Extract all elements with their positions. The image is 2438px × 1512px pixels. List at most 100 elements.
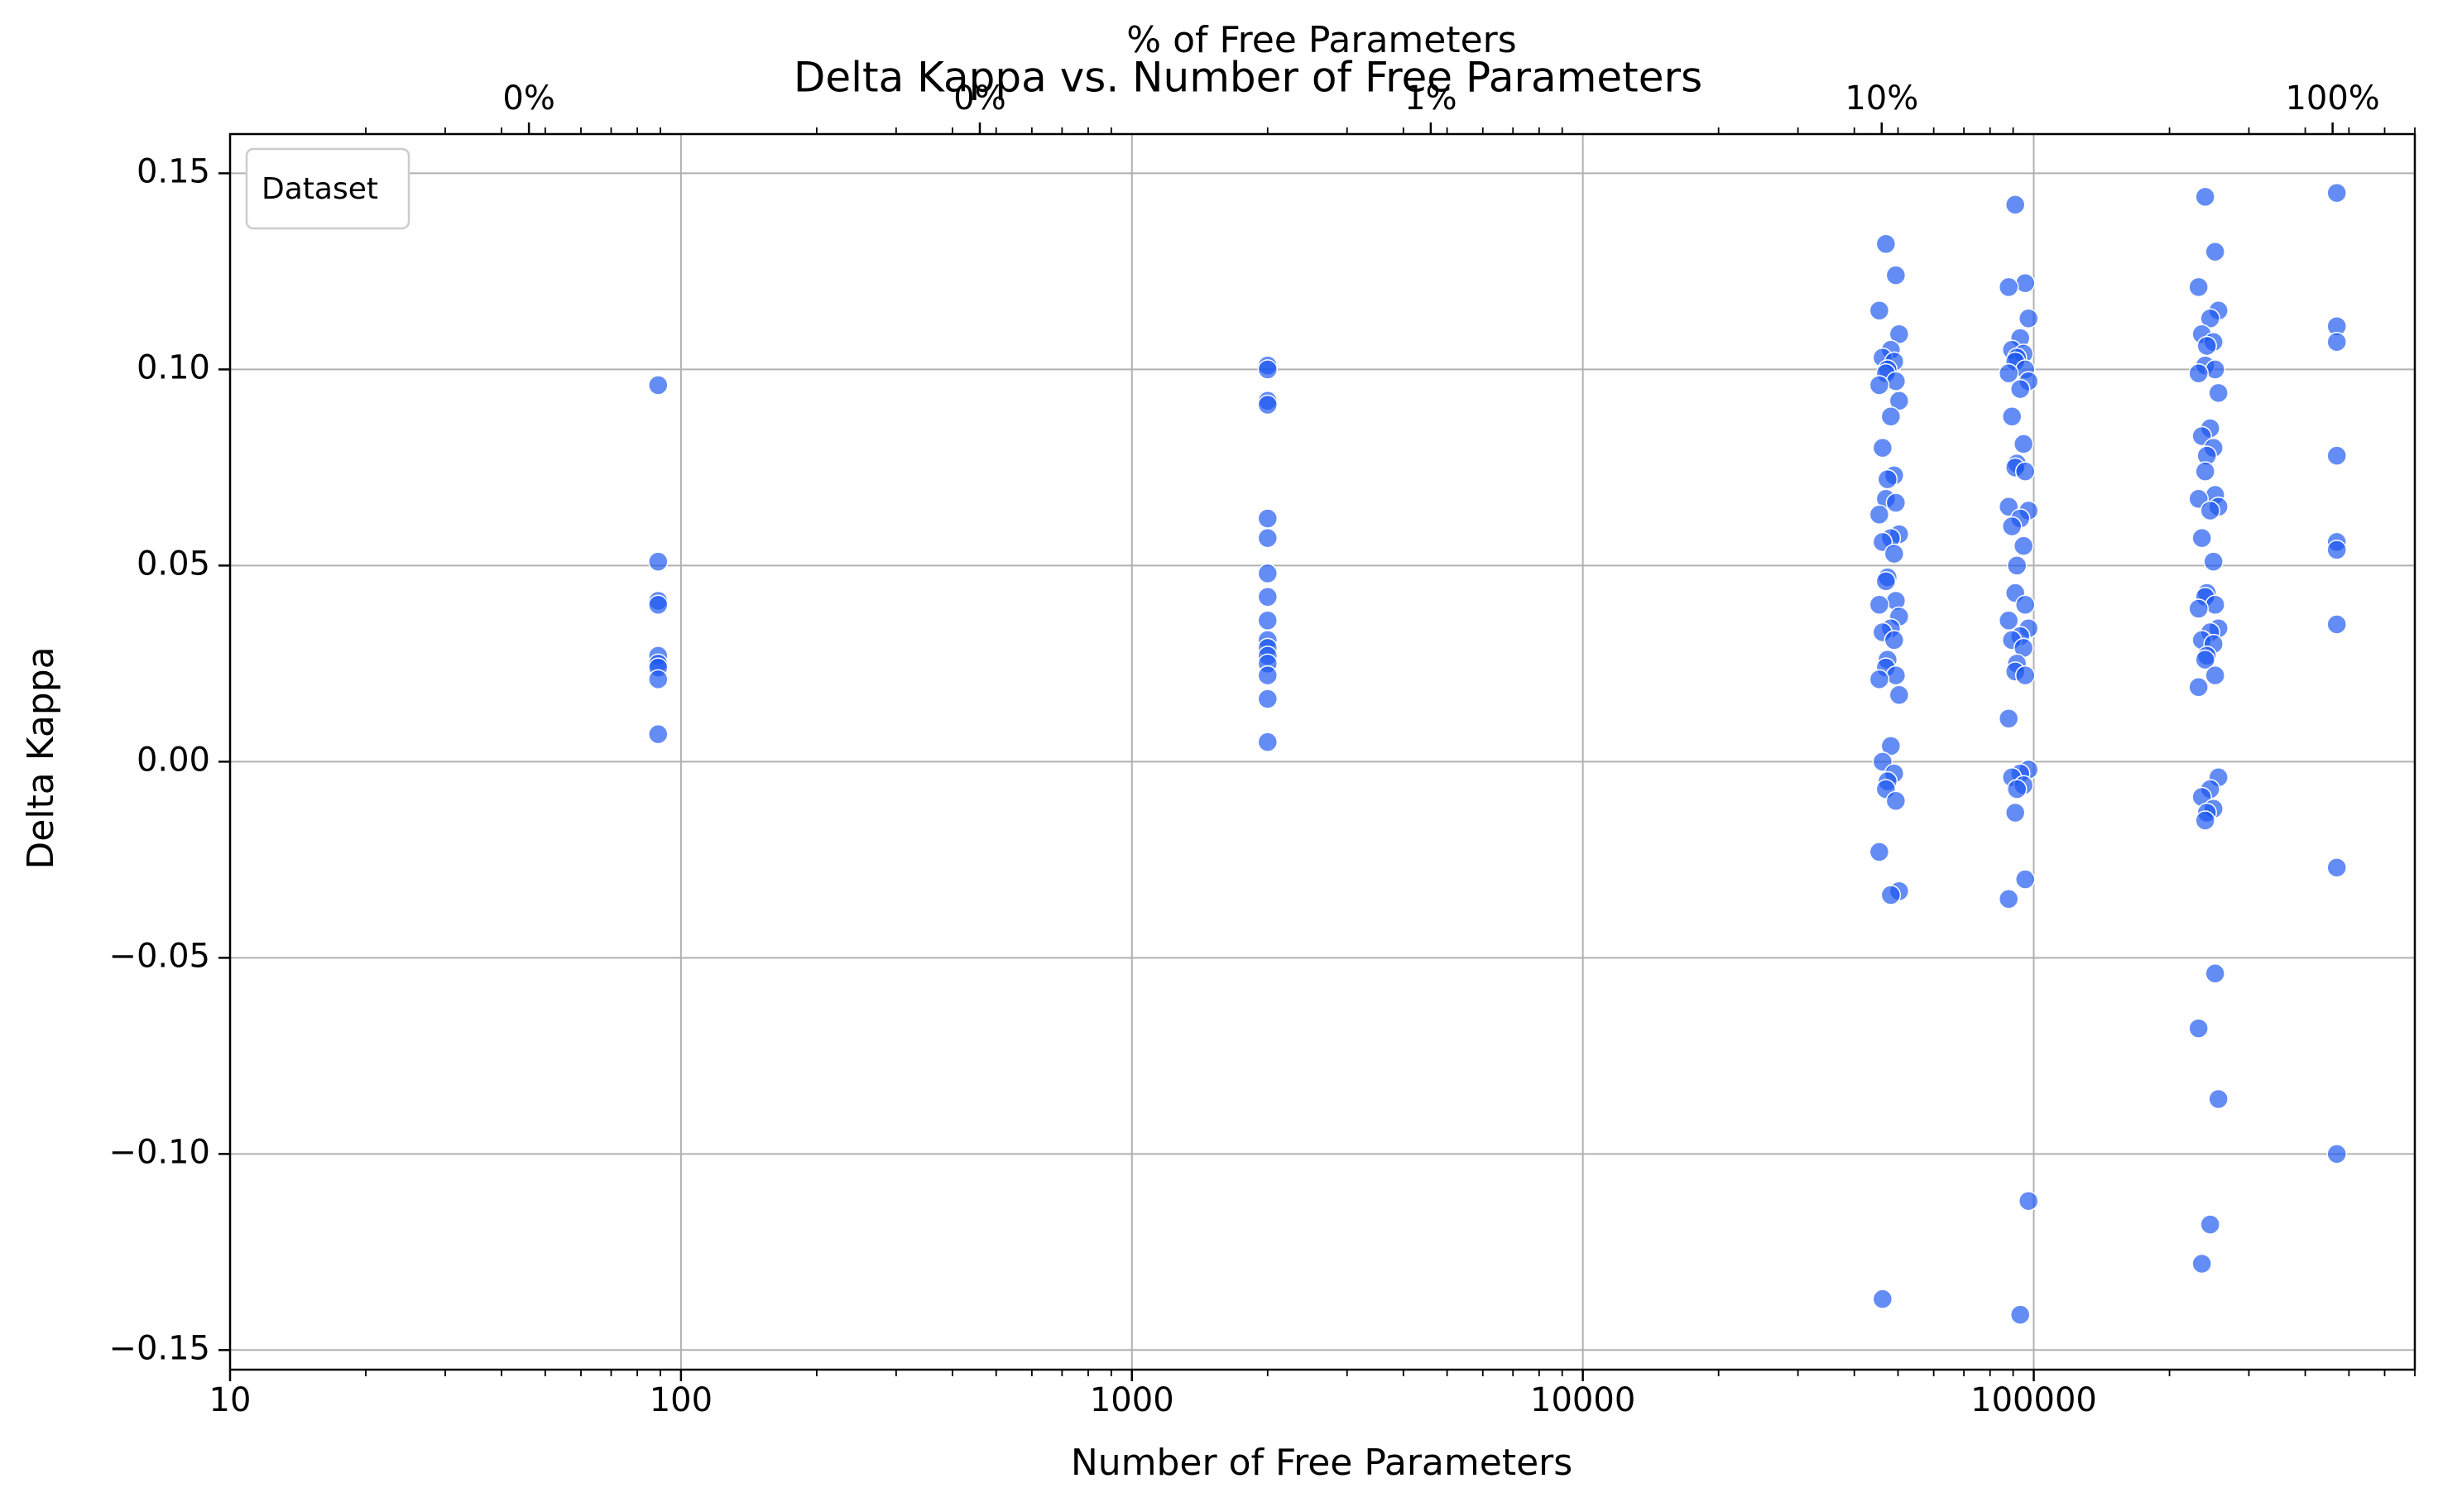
- top-tick-label: 0%: [953, 79, 1005, 118]
- data-point: [2200, 500, 2220, 521]
- data-point: [2009, 378, 2031, 400]
- data-point: [1869, 842, 1890, 862]
- data-point: [2195, 810, 2215, 831]
- data-point: [1888, 324, 1910, 344]
- data-point: [2196, 335, 2217, 357]
- data-point: [2195, 649, 2215, 670]
- data-point: [1998, 708, 2019, 729]
- data-point: [2191, 1253, 2212, 1274]
- data-point: [2014, 869, 2036, 890]
- data-point: [2326, 614, 2347, 635]
- data-point: [1884, 630, 1905, 650]
- data-point: [1257, 610, 1279, 631]
- data-point: [2006, 555, 2028, 576]
- data-point: [2205, 963, 2225, 984]
- y-tick-label: 0.15: [137, 152, 210, 190]
- legend: Dataset: [245, 147, 410, 230]
- data-point: [2203, 551, 2224, 572]
- x-tick-label: 100: [650, 1381, 713, 1419]
- data-point: [1998, 362, 2019, 384]
- y-tick-label: −0.05: [108, 937, 210, 975]
- data-point: [1998, 610, 2019, 631]
- top-tick-label: 100%: [2285, 79, 2379, 118]
- y-axis-label: Delta Kappa: [20, 646, 62, 869]
- data-point: [1885, 790, 1907, 811]
- data-point: [2018, 308, 2039, 329]
- y-tick-label: −0.10: [108, 1133, 210, 1171]
- data-point: [2006, 779, 2028, 799]
- data-point: [1257, 587, 1279, 607]
- data-point: [1257, 508, 1279, 529]
- chart-title: Delta Kappa vs. Number of Free Parameter…: [794, 54, 1702, 102]
- data-point: [2326, 445, 2347, 466]
- data-point: [1880, 885, 1902, 905]
- data-point: [2018, 1190, 2039, 1212]
- data-point: [1885, 371, 1907, 391]
- data-point: [1257, 527, 1279, 549]
- data-point: [2009, 1304, 2031, 1325]
- legend-box: [245, 147, 410, 230]
- data-point: [1877, 468, 1898, 490]
- y-tick-label: −0.15: [108, 1329, 210, 1367]
- data-point: [648, 594, 669, 616]
- data-point: [2200, 1214, 2220, 1235]
- x-tick-label: 100000: [1970, 1381, 2097, 1419]
- data-point: [2188, 677, 2209, 698]
- data-point: [2200, 308, 2220, 329]
- data-point: [2014, 272, 2036, 294]
- data-point: [1869, 594, 1890, 616]
- data-point: [1869, 504, 1890, 525]
- data-point: [648, 551, 669, 572]
- data-point: [1998, 888, 2019, 910]
- data-point: [2001, 406, 2023, 427]
- data-point: [2004, 194, 2026, 215]
- data-point: [1888, 684, 1910, 706]
- x-axis-label: Number of Free Parameters: [1071, 1442, 1572, 1484]
- data-point: [2001, 516, 2023, 537]
- data-point: [1875, 233, 1897, 254]
- y-axis-ticks: 0.15 0.10 0.05 0.00 −0.05 −0.10 −0.15: [108, 152, 230, 1367]
- data-point: [2205, 665, 2225, 686]
- data-point: [2004, 802, 2026, 823]
- data-point: [1257, 359, 1279, 380]
- data-point: [2326, 1144, 2347, 1164]
- data-point: [648, 375, 669, 396]
- data-point: [2191, 527, 2212, 549]
- x-axis-ticks: 10 100 1000 10000 100000: [209, 1370, 2097, 1419]
- data-point: [2205, 359, 2225, 380]
- x-tick-label: 1000: [1090, 1381, 1174, 1419]
- data-point: [2326, 540, 2347, 560]
- data-point: [1257, 665, 1279, 686]
- axes-frame: [228, 132, 2416, 1371]
- data-point: [1257, 689, 1279, 709]
- data-point: [1885, 265, 1907, 286]
- x-tick-label: 10: [209, 1381, 252, 1419]
- data-point: [1257, 394, 1279, 415]
- top-tick-label: 10%: [1845, 79, 1918, 118]
- data-point: [1257, 732, 1279, 752]
- data-point: [2208, 1088, 2229, 1110]
- data-point: [2014, 594, 2036, 616]
- top-axis-label: % of Free Parameters: [1126, 19, 1516, 61]
- data-point: [1884, 543, 1905, 564]
- data-points: [648, 182, 2347, 1325]
- data-point: [1880, 406, 1902, 427]
- legend-title: Dataset: [262, 172, 378, 206]
- data-point: [1998, 276, 2019, 298]
- top-tick-label: 1%: [1404, 79, 1457, 118]
- data-point: [2205, 594, 2225, 616]
- y-tick-label: 0.00: [137, 741, 210, 779]
- y-tick-label: 0.10: [137, 348, 210, 386]
- x-tick-label: 10000: [1530, 1381, 1635, 1419]
- data-point: [2326, 331, 2347, 353]
- data-point: [2326, 182, 2347, 204]
- data-point: [2013, 434, 2034, 454]
- data-point: [2013, 535, 2034, 556]
- data-point: [2014, 461, 2036, 482]
- data-point: [1888, 391, 1910, 411]
- data-point: [2188, 598, 2209, 619]
- data-point: [2326, 857, 2347, 878]
- top-axis-ticks: 0% 0% 1% 10% 100%: [502, 79, 2380, 134]
